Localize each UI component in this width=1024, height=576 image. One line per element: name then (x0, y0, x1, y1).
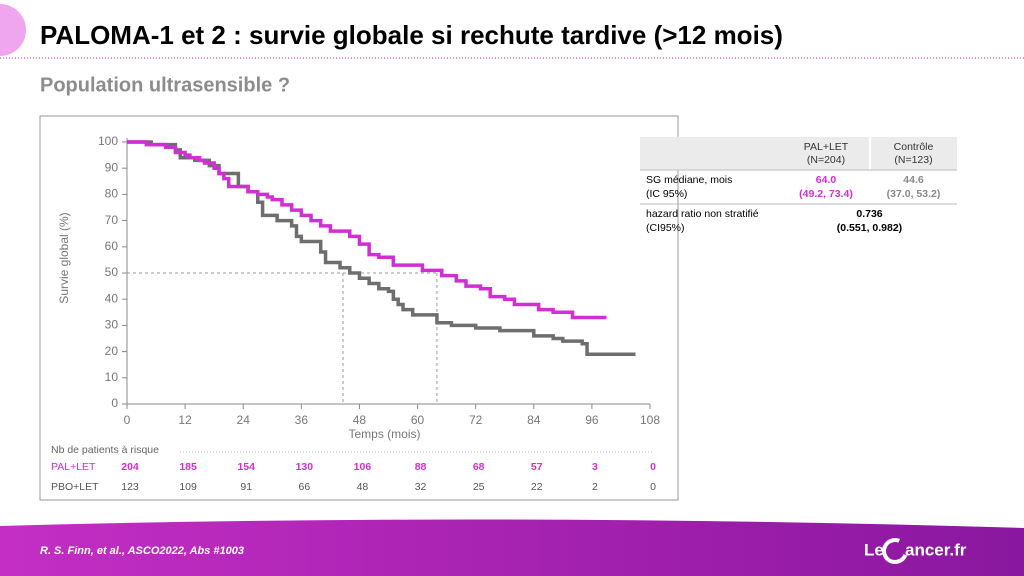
risk-count: 0 (650, 461, 656, 473)
footer-reference: R. S. Finn, et al., ASCO2022, Abs #1003 (40, 545, 244, 557)
x-tick-label: 84 (527, 413, 541, 427)
footer-band (0, 519, 1024, 576)
risk-count: 88 (415, 461, 427, 473)
risk-count: 2 (592, 481, 598, 493)
risk-table-title: Nb de patients à risque (51, 444, 159, 456)
y-tick-label: 60 (105, 239, 119, 253)
y-tick-label: 20 (105, 344, 119, 358)
x-tick-label: 60 (411, 413, 425, 427)
table-header-bg (640, 137, 957, 170)
risk-count: 68 (473, 461, 485, 473)
risk-count: 48 (357, 481, 369, 493)
y-tick-label: 0 (111, 396, 118, 410)
y-tick-label: 80 (105, 187, 119, 201)
x-tick-label: 48 (353, 413, 367, 427)
y-tick-label: 40 (105, 291, 119, 305)
chart-frame (39, 115, 679, 501)
x-tick-label: 96 (585, 413, 599, 427)
risk-count: 66 (298, 481, 310, 493)
risk-count: 109 (179, 481, 197, 493)
corner-shape (0, 4, 26, 56)
risk-row-name: PAL+LET (51, 461, 96, 473)
y-tick-label: 50 (105, 265, 119, 279)
y-tick-label: 90 (105, 160, 119, 174)
x-tick-label: 12 (178, 413, 192, 427)
table-cell: (37.0, 53.2) (887, 188, 941, 200)
risk-count: 185 (179, 461, 197, 473)
risk-row-name: PBO+LET (51, 481, 99, 493)
x-tick-label: 108 (640, 413, 660, 427)
risk-count: 22 (531, 481, 543, 493)
survival-curve (127, 140, 607, 320)
table-cell: (49.2, 73.4) (799, 188, 853, 200)
x-tick-label: 36 (295, 413, 309, 427)
x-tick-label: 72 (469, 413, 483, 427)
x-axis-label: Temps (mois) (348, 427, 420, 441)
table-cell: 44.6 (903, 174, 924, 186)
risk-count: 154 (237, 461, 255, 473)
risk-count: 25 (473, 481, 485, 493)
table-header: Contrôle (894, 141, 934, 153)
risk-count: 123 (121, 481, 139, 493)
table-cell: 64.0 (816, 174, 837, 186)
y-tick-label: 100 (98, 134, 118, 148)
risk-count: 57 (531, 461, 543, 473)
y-tick-label: 10 (105, 370, 119, 384)
table-header: PAL+LET (804, 141, 849, 153)
risk-count: 0 (650, 481, 656, 493)
y-tick-label: 70 (105, 213, 119, 227)
table-row-label: (IC 95%) (646, 188, 687, 200)
table-row-label: SG médiane, mois (646, 174, 732, 186)
table-cell: (0.551, 0.982) (837, 222, 902, 234)
logo-c (882, 538, 908, 564)
logo-main: ancer.fr (905, 540, 967, 559)
logo-prefix: Le (864, 540, 884, 559)
risk-count: 106 (354, 461, 372, 473)
table-row-label: (CI95%) (646, 222, 685, 234)
table-header: (N=204) (807, 154, 845, 166)
x-tick-label: 24 (237, 413, 251, 427)
risk-count: 32 (415, 481, 427, 493)
y-tick-label: 30 (105, 318, 119, 332)
risk-count: 130 (296, 461, 314, 473)
slide-title: PALOMA-1 et 2 : survie globale si rechut… (40, 20, 783, 50)
table-row-label: hazard ratio non stratifié (646, 208, 759, 220)
risk-count: 204 (121, 461, 139, 473)
table-header: (N=123) (894, 154, 932, 166)
x-tick-label: 0 (124, 413, 131, 427)
risk-count: 3 (592, 461, 598, 473)
table-cell: 0.736 (856, 208, 882, 220)
y-axis-label: Survie global (%) (57, 212, 71, 303)
risk-count: 91 (240, 481, 252, 493)
slide-subtitle: Population ultrasensible ? (40, 74, 290, 96)
